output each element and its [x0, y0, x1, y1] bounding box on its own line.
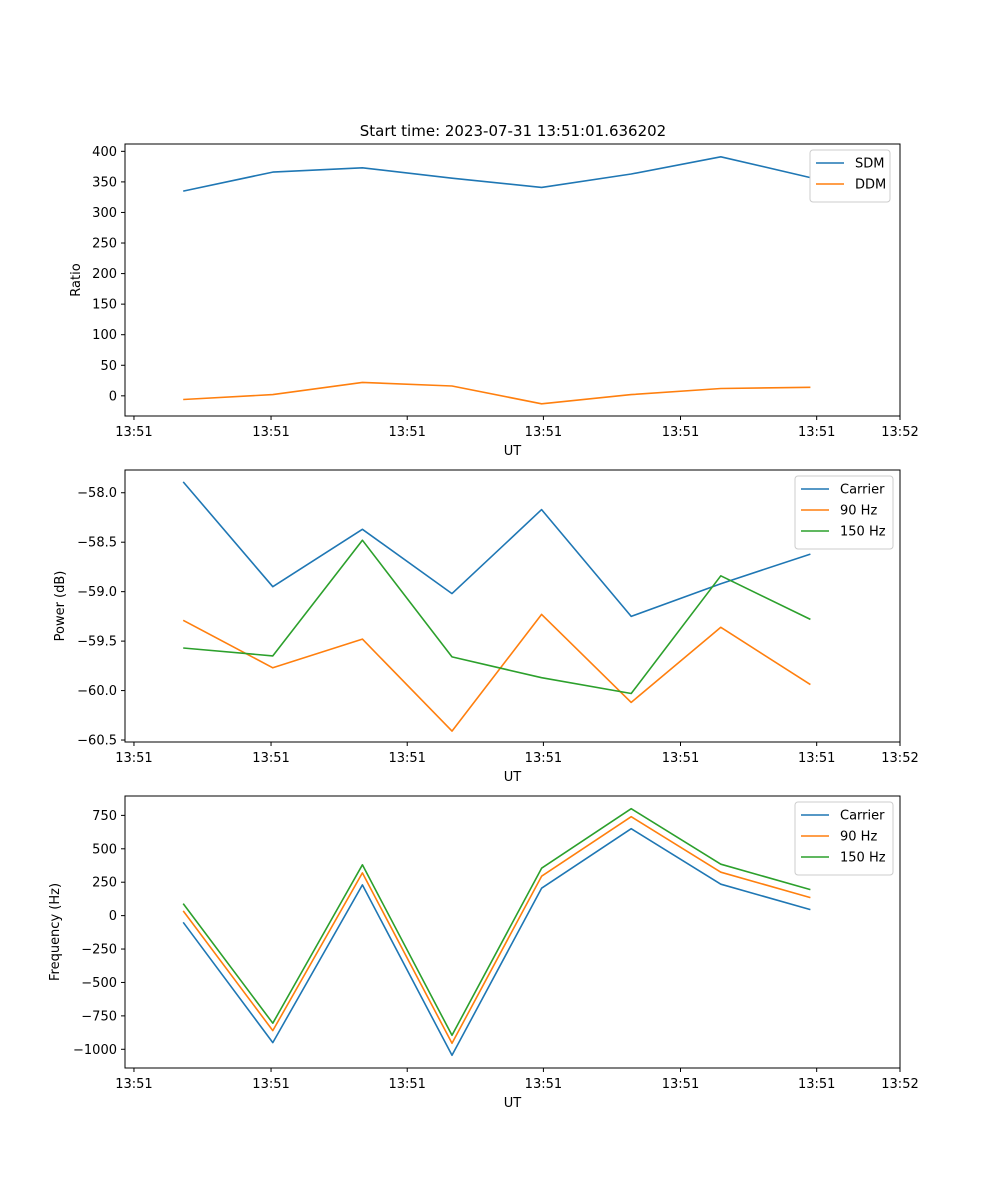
- y-tick-label: −59.5: [77, 635, 117, 650]
- x-tick-label: 13:51: [252, 751, 289, 766]
- series-line-carrier: [182, 481, 811, 618]
- y-tick-label: 100: [92, 328, 117, 343]
- y-tick-label: −59.0: [77, 585, 117, 600]
- x-tick-label: 13:51: [662, 425, 699, 440]
- y-axis-label: Ratio: [69, 263, 84, 296]
- x-tick-label: 13:51: [525, 751, 562, 766]
- x-axis-label: UT: [504, 444, 522, 459]
- y-tick-label: −58.0: [77, 486, 117, 501]
- y-tick-label: 0: [109, 389, 117, 404]
- y-tick-label: 50: [100, 359, 117, 374]
- x-tick-label: 13:51: [388, 751, 425, 766]
- y-tick-label: −1000: [73, 1043, 117, 1058]
- series-line-ddm: [183, 381, 811, 405]
- x-tick-label: 13:51: [525, 425, 562, 440]
- legend-label-150-hz: 150 Hz: [840, 525, 886, 540]
- y-tick-label: −58.5: [77, 536, 117, 551]
- y-tick-label: 750: [92, 809, 117, 824]
- plots: 0 50 100 150 200 250 300 350 400 13:51 13:51 13:51 1…: [48, 143, 919, 1111]
- legend: Carrier 90 Hz 150 Hz: [794, 801, 894, 876]
- legend: SDM DDM: [809, 149, 891, 203]
- x-axis-label: UT: [504, 1096, 522, 1111]
- x-tick-label: 13:51: [115, 1077, 152, 1092]
- x-tick-label: 13:52: [881, 425, 918, 440]
- y-tick-label: 500: [92, 842, 117, 857]
- legend-label-carrier: Carrier: [840, 483, 885, 498]
- legend-label-sdm: SDM: [855, 157, 884, 172]
- y-tick-label: 350: [92, 175, 117, 190]
- y-tick-label: −750: [81, 1009, 117, 1024]
- series-line-150-hz: [183, 539, 811, 695]
- legend-label-ddm: DDM: [855, 178, 886, 193]
- legend-label-150-hz: 150 Hz: [840, 851, 886, 866]
- x-tick-label: 13:51: [662, 1077, 699, 1092]
- axes-frame: [124, 469, 901, 743]
- series-line-sdm: [183, 156, 811, 192]
- series-line-90-hz: [182, 613, 811, 732]
- y-tick-label: 250: [92, 876, 117, 891]
- legend-label-90-hz: 90 Hz: [840, 504, 877, 519]
- series-line-carrier: [182, 827, 811, 1057]
- x-tick-label: 13:51: [662, 751, 699, 766]
- axes-frame: [124, 143, 901, 417]
- y-tick-label: 150: [92, 298, 117, 313]
- x-tick-label: 13:51: [388, 1077, 425, 1092]
- y-tick-label: 400: [92, 145, 117, 160]
- y-tick-label: 300: [92, 206, 117, 221]
- x-tick-label: 13:51: [388, 425, 425, 440]
- x-tick-label: 13:51: [252, 1077, 289, 1092]
- x-tick-label: 13:52: [881, 1077, 918, 1092]
- figure-title: Start time: 2023-07-31 13:51:01.636202: [360, 122, 666, 140]
- legend: Carrier 90 Hz 150 Hz: [794, 475, 894, 550]
- y-tick-label: −500: [81, 976, 117, 991]
- y-tick-label: −250: [81, 943, 117, 958]
- x-tick-label: 13:51: [115, 751, 152, 766]
- y-tick-label: 200: [92, 267, 117, 282]
- x-tick-label: 13:51: [525, 1077, 562, 1092]
- series-line-150-hz: [182, 807, 811, 1037]
- y-tick-label: 250: [92, 237, 117, 252]
- y-tick-label: −60.0: [77, 684, 117, 699]
- legend-label-90-hz: 90 Hz: [840, 830, 877, 845]
- x-axis-label: UT: [504, 770, 522, 785]
- x-tick-label: 13:52: [881, 751, 918, 766]
- legend-label-carrier: Carrier: [840, 809, 885, 824]
- x-tick-label: 13:51: [798, 425, 835, 440]
- chart-panel-1: 0 50 100 150 200 250 300 350 400 13:51 13:51 13:51 1…: [69, 143, 919, 459]
- series-line-90-hz: [182, 815, 811, 1045]
- chart-panel-3: −1000 −750 −500 −250 0 250 500 750 13:51 13:51 13:…: [48, 795, 919, 1111]
- y-axis-label: Power (dB): [53, 571, 68, 642]
- y-tick-label: −60.5: [77, 734, 117, 749]
- y-axis-label: Frequency (Hz): [48, 883, 63, 981]
- x-tick-label: 13:51: [798, 1077, 835, 1092]
- x-tick-label: 13:51: [798, 751, 835, 766]
- x-tick-label: 13:51: [115, 425, 152, 440]
- x-tick-label: 13:51: [252, 425, 289, 440]
- y-tick-label: 0: [109, 909, 117, 924]
- axes-frame: [124, 795, 901, 1069]
- chart-panel-2: −60.5 −60.0 −59.5 −59.0 −58.5 −58.0 13:51 13:51…: [53, 469, 919, 785]
